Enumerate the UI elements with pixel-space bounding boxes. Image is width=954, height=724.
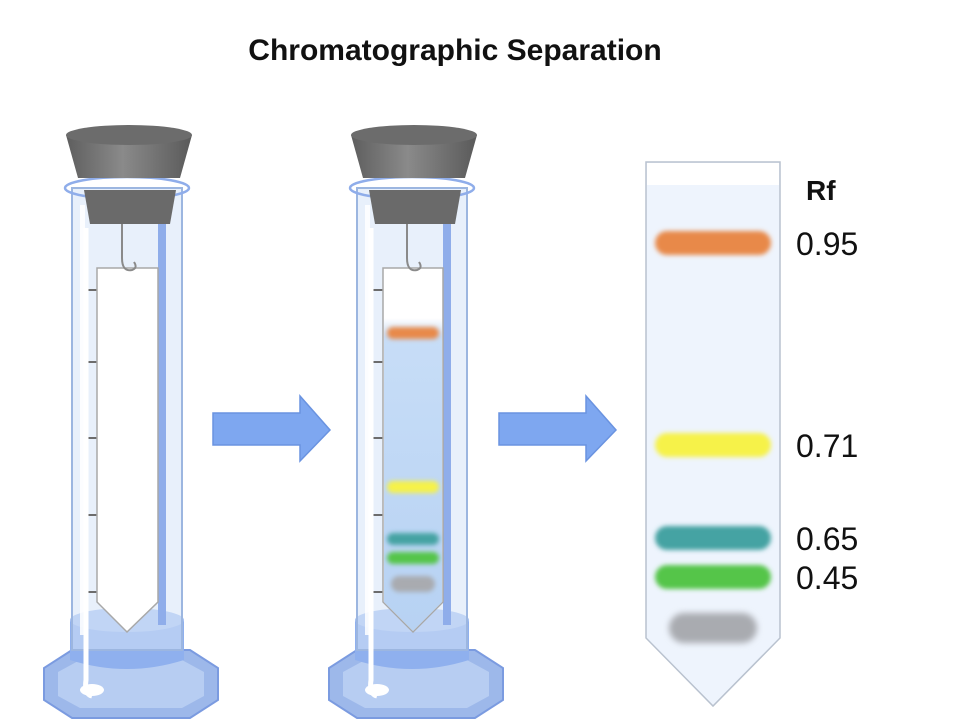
spout-drop <box>365 684 389 696</box>
stopper-top <box>351 125 477 145</box>
cylinder-before <box>43 125 219 719</box>
glass-highlight <box>80 205 85 635</box>
glass-reflection <box>158 205 166 625</box>
paper-strip-dry <box>96 267 159 634</box>
enlarged-strip <box>645 161 781 708</box>
arrow-right-2 <box>498 394 618 463</box>
rf-header: Rf <box>806 175 836 206</box>
glass-highlight <box>365 205 370 635</box>
rf-value-label: 0.95 <box>796 226 858 262</box>
stopper-plug <box>84 190 176 224</box>
arrow-right-1 <box>212 394 332 463</box>
spout-drop <box>80 684 104 696</box>
paper-hook <box>121 210 137 272</box>
stopper-plug <box>369 190 461 224</box>
strip-top-dry <box>647 163 779 185</box>
paper-band-0.65 <box>387 533 439 545</box>
rf-value-label: 0.71 <box>796 428 858 464</box>
diagram-title: Chromatographic Separation <box>248 34 662 67</box>
stopper <box>66 135 192 178</box>
cylinder-base-top <box>343 660 489 708</box>
strip-band-0.65 <box>655 526 771 550</box>
paper-band-0.95 <box>387 327 439 339</box>
strip-bands <box>655 231 771 643</box>
cylinder-after <box>328 125 504 719</box>
strip-band-faint <box>669 613 757 643</box>
rf-value-label: 0.65 <box>796 521 858 557</box>
strip-band-0.45 <box>655 565 771 589</box>
strip-band-0.71 <box>655 433 771 457</box>
rf-labels: 0.95 0.71 0.650.45 <box>796 226 858 596</box>
paper-band-0.71 <box>387 481 439 493</box>
strip-band-0.95 <box>655 231 771 255</box>
paper-band-0.45 <box>387 552 439 564</box>
paper-band-faint <box>391 576 435 592</box>
stopper <box>351 135 477 178</box>
glass-reflection <box>443 205 451 625</box>
cylinder-base-top <box>58 660 204 708</box>
paper-hook <box>406 210 422 272</box>
paper-bands <box>387 327 439 592</box>
stopper-top <box>66 125 192 145</box>
rf-value-label: 0.45 <box>796 560 858 596</box>
